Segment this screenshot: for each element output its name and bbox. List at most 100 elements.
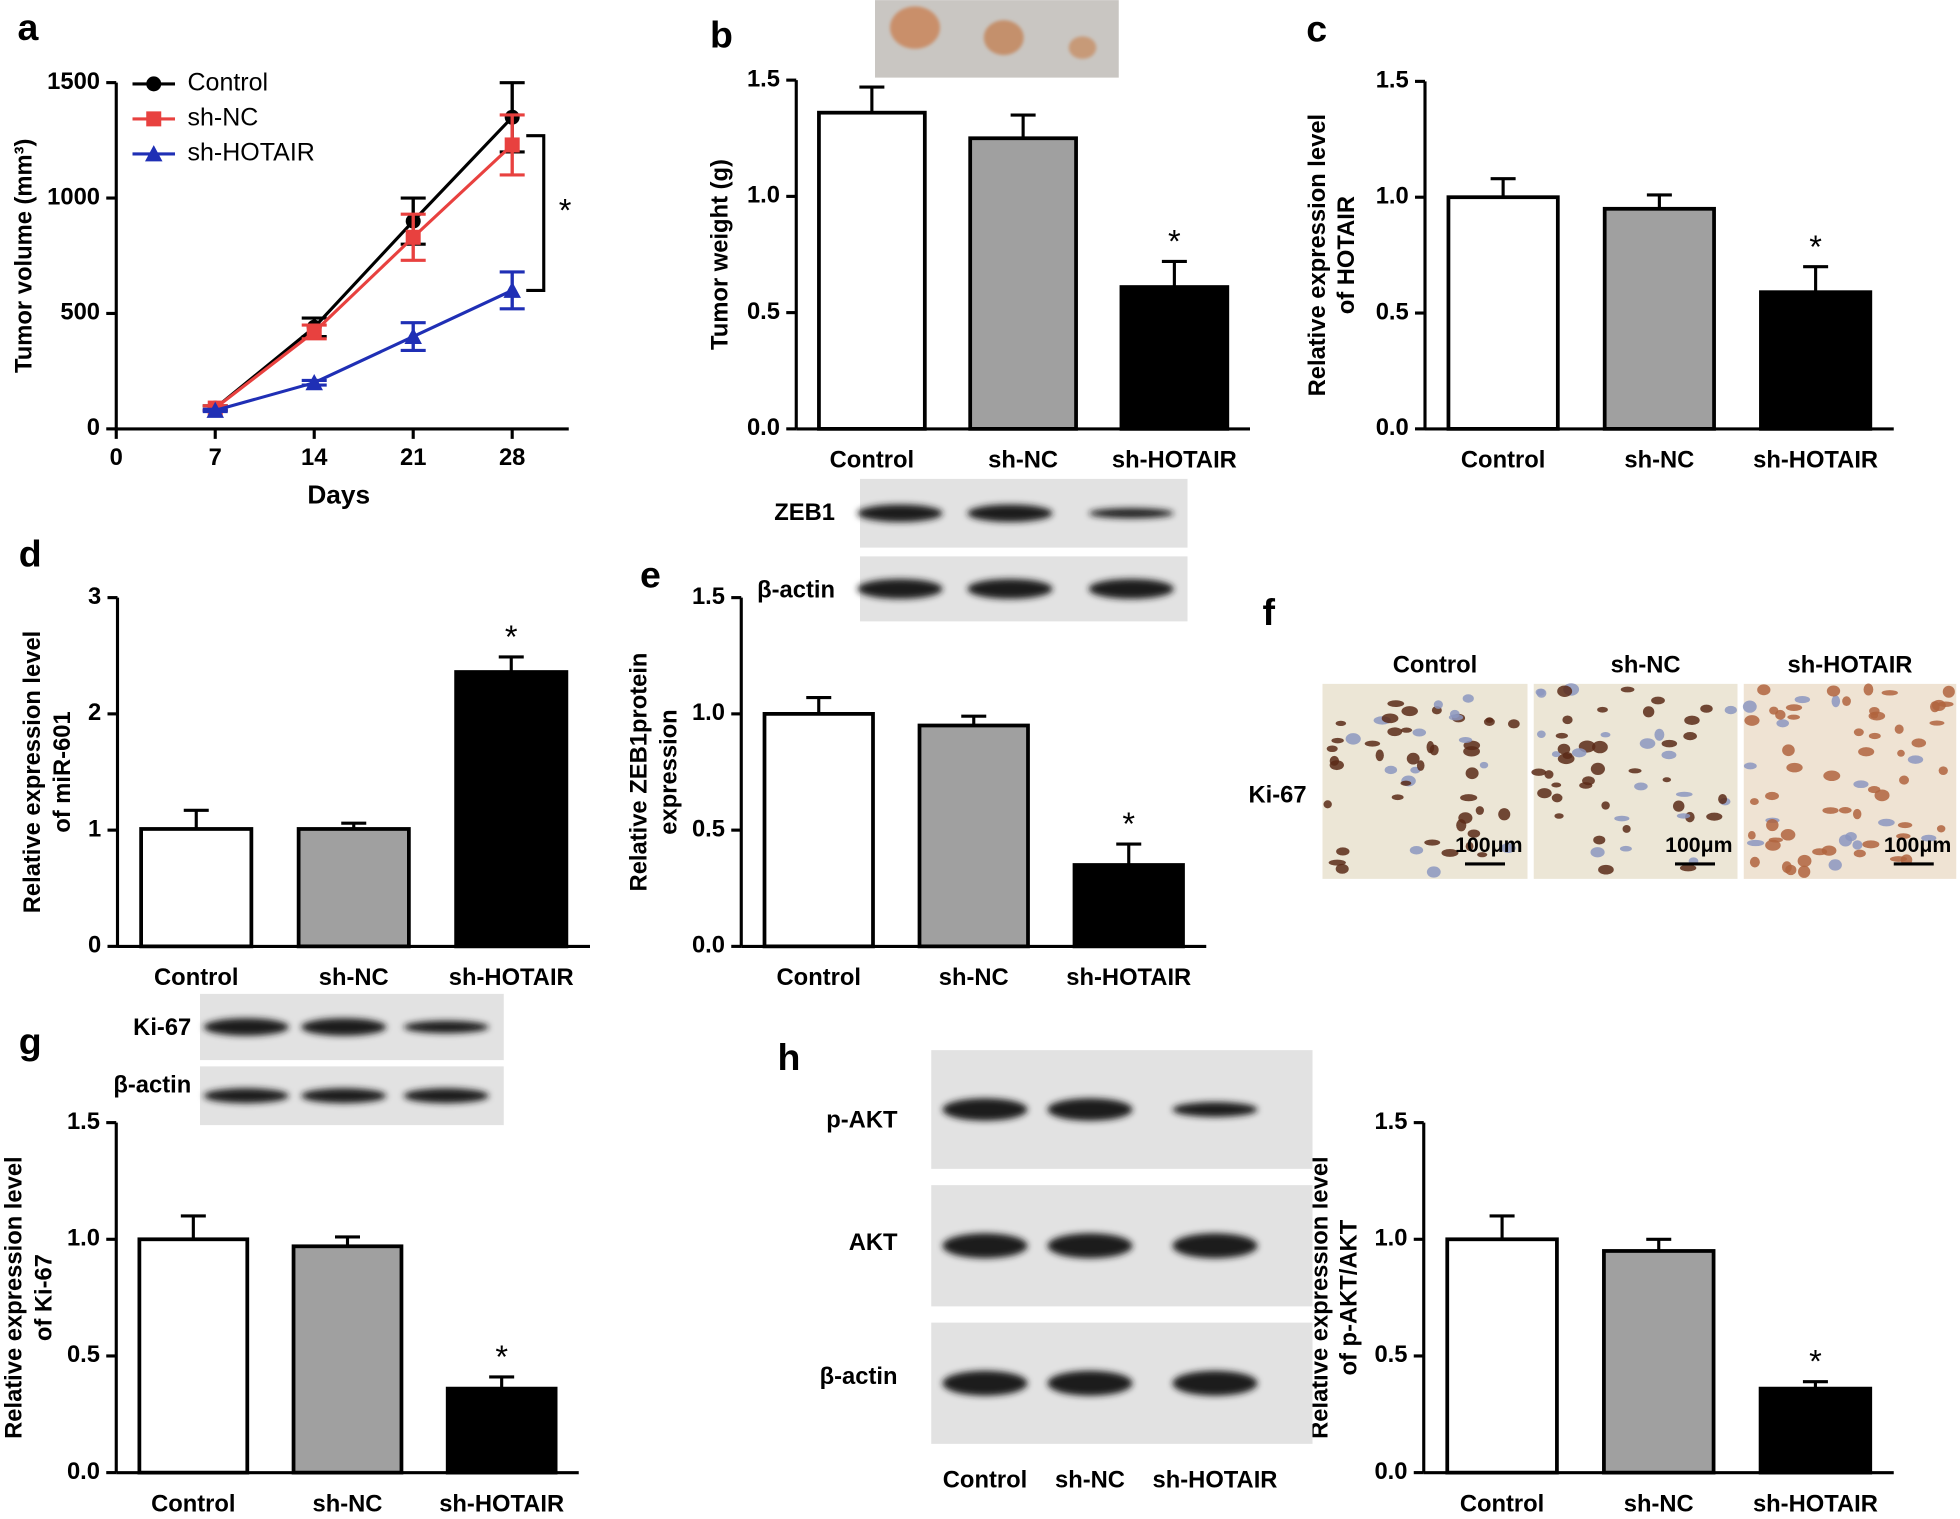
bar: [1446, 195, 1560, 431]
cell: [1718, 794, 1728, 805]
cell: [1823, 770, 1841, 782]
cell: [1500, 843, 1516, 853]
cell: [1412, 728, 1427, 737]
row-label: Ki-67: [1248, 782, 1306, 809]
cell: [1743, 762, 1757, 770]
cell: [1749, 856, 1760, 868]
cell: [1562, 715, 1573, 725]
cell: [1675, 791, 1693, 797]
cell: [1479, 761, 1489, 769]
cell: [1592, 740, 1608, 754]
marker: [146, 76, 162, 92]
cell: [1590, 847, 1605, 858]
y-tick-label: 1.0: [67, 1225, 100, 1252]
cell: [1375, 749, 1384, 762]
y-tick-label: 1.5: [747, 65, 780, 92]
cell: [1483, 717, 1495, 726]
x-tick-label: sh-NC: [319, 964, 389, 991]
blot-band: [1172, 1102, 1258, 1117]
cell: [1852, 840, 1863, 850]
cell: [1782, 744, 1795, 757]
cell: [1862, 840, 1880, 849]
marker: [305, 373, 323, 391]
cell: [1381, 713, 1399, 724]
panel-label: b: [710, 14, 733, 56]
bar: [817, 110, 927, 431]
cell: [1557, 743, 1571, 755]
cell: [1537, 788, 1552, 799]
x-tick-label: Control: [830, 447, 914, 474]
y-tick-label: 1.0: [692, 699, 725, 726]
cell: [1853, 849, 1866, 858]
blot-band: [942, 1098, 1028, 1121]
bar: [1602, 1249, 1716, 1475]
cell: [1642, 706, 1655, 718]
column-label: sh-NC: [1611, 652, 1681, 679]
blot-band: [301, 1088, 387, 1104]
cell: [1662, 777, 1672, 783]
cell: [1822, 807, 1839, 814]
cell: [1600, 732, 1611, 738]
cell: [1387, 727, 1403, 737]
cell: [1766, 819, 1779, 832]
cell: [1929, 720, 1945, 726]
micrograph: [1531, 683, 1738, 879]
y-tick-label: 500: [60, 299, 100, 326]
cell: [1724, 705, 1737, 715]
cell: [1462, 694, 1474, 703]
cell: [1406, 752, 1420, 765]
y-tick-label: 0.5: [1374, 1341, 1407, 1368]
cell: [1597, 706, 1608, 713]
cell: [1448, 714, 1464, 721]
cell: [1742, 700, 1757, 713]
cell: [1744, 715, 1760, 726]
bar: [454, 670, 569, 949]
cell: [1458, 812, 1473, 824]
cell: [1936, 825, 1946, 833]
cell: [1768, 837, 1783, 843]
y-tick-label: 1: [88, 815, 101, 842]
significance-star: *: [505, 619, 518, 655]
cell: [1433, 700, 1443, 709]
y-tick-label: 3: [88, 583, 101, 610]
bar: [968, 136, 1078, 431]
cell: [1426, 866, 1441, 878]
cell: [1475, 806, 1484, 815]
y-axis-label: of miR-601: [49, 711, 76, 832]
cell: [1746, 839, 1765, 847]
cell: [1409, 845, 1424, 855]
cell: [1907, 755, 1924, 764]
cell: [1551, 782, 1562, 788]
cell: [1661, 750, 1677, 760]
y-tick-label: 1.5: [1376, 67, 1409, 94]
significance-star: *: [495, 1339, 508, 1375]
x-tick-label: Control: [1461, 447, 1545, 474]
bar: [139, 827, 254, 949]
column-label: sh-HOTAIR: [1788, 652, 1913, 679]
cell: [1426, 741, 1435, 754]
cell: [1853, 728, 1864, 737]
significance-star: *: [1168, 224, 1181, 260]
cell: [1661, 739, 1678, 748]
cell: [1477, 852, 1488, 858]
x-tick-label: sh-HOTAIR: [449, 964, 574, 991]
cell: [1938, 766, 1948, 775]
cell: [1684, 715, 1700, 725]
line: [214, 288, 513, 412]
cell: [1896, 833, 1911, 840]
blot-band: [857, 578, 943, 599]
cell: [1676, 813, 1691, 819]
legend-label: sh-NC: [188, 103, 259, 131]
cell: [1551, 793, 1563, 803]
blot-lane-label: sh-NC: [1055, 1467, 1125, 1494]
bar: [1602, 206, 1716, 431]
marker: [206, 401, 224, 418]
cell: [1785, 704, 1803, 711]
bar: [1445, 1237, 1559, 1475]
cell: [1921, 834, 1937, 842]
blot-band: [403, 1088, 489, 1104]
cell: [1870, 711, 1879, 719]
x-tick-label: Control: [1460, 1490, 1544, 1517]
cell: [1555, 732, 1568, 739]
blot-band: [301, 1018, 387, 1036]
